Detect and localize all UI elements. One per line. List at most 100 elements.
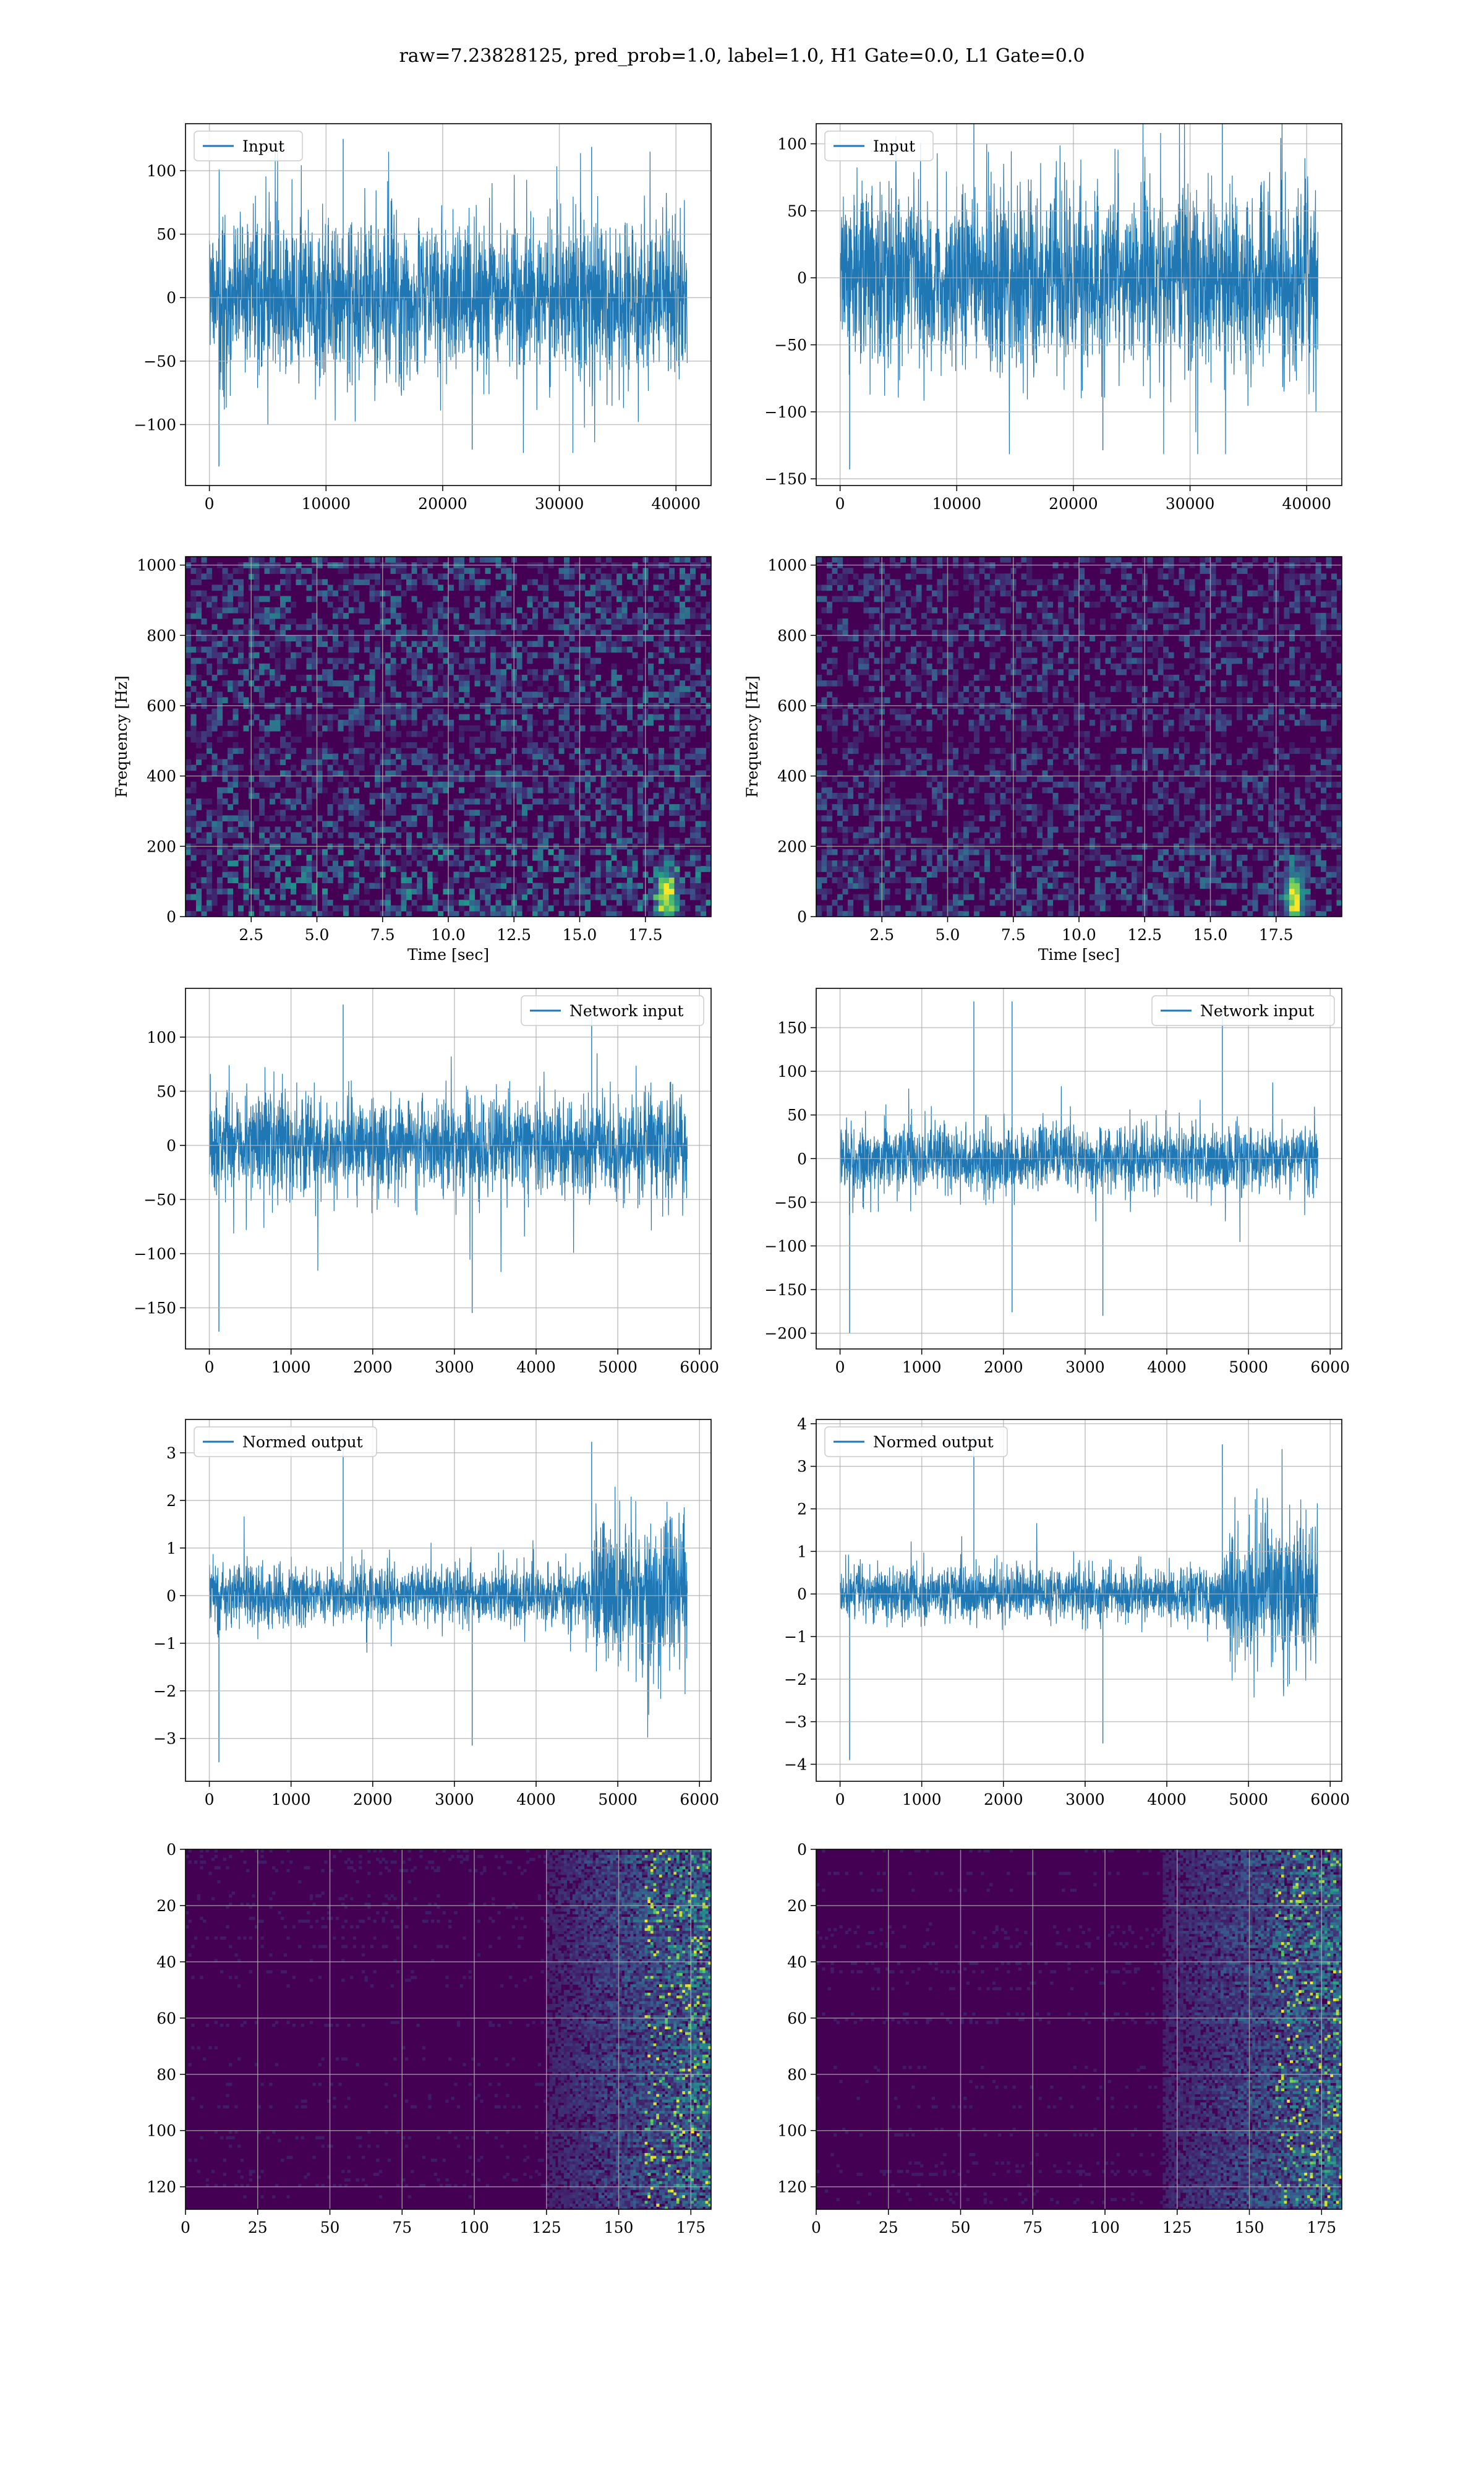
heatmap-cell (1016, 787, 1022, 794)
heatmap-cell (264, 871, 270, 878)
heatmap-cell (1084, 753, 1090, 760)
heatmap-cell (1210, 849, 1216, 855)
heatmap-cell (312, 612, 318, 619)
heatmap-cell (1216, 725, 1222, 732)
heatmap-cell (495, 764, 501, 771)
heatmap-cell (259, 691, 265, 698)
x-tick-label: 0 (835, 495, 845, 513)
heatmap-cell (1336, 832, 1342, 839)
heatmap-cell (1300, 837, 1306, 844)
heatmap-cell (196, 612, 202, 619)
heatmap-cell (616, 871, 623, 878)
heatmap-cell (1021, 905, 1027, 912)
heatmap-cell (926, 759, 932, 766)
heatmap-cell (301, 905, 307, 912)
heatmap-cell (432, 877, 438, 884)
heatmap-cell (312, 557, 318, 563)
heatmap-cell (590, 624, 596, 630)
heatmap-cell (543, 607, 549, 614)
heatmap-cell (695, 781, 701, 788)
heatmap-cell (469, 866, 475, 872)
heatmap-cell (595, 624, 602, 630)
heatmap-cell (1294, 860, 1300, 867)
heatmap-cell (1047, 776, 1054, 782)
heatmap-cell (621, 764, 628, 771)
heatmap-cell (611, 674, 617, 681)
heatmap-cell (516, 905, 522, 912)
heatmap-cell (1179, 764, 1185, 771)
heatmap-cell (1105, 894, 1111, 901)
heatmap-cell (595, 877, 602, 884)
heatmap-cell (590, 737, 596, 743)
heatmap-cell (832, 877, 838, 884)
heatmap-cell (1016, 894, 1022, 901)
heatmap-cell (417, 674, 423, 681)
heatmap-cell (863, 877, 869, 884)
heatmap-cell (432, 899, 438, 906)
heatmap-cell (1289, 877, 1295, 884)
heatmap-cell (359, 708, 365, 715)
heatmap-cell (1168, 770, 1174, 777)
heatmap-cell (932, 798, 938, 805)
heatmap-cell (1047, 910, 1054, 917)
heatmap-cell (417, 810, 423, 816)
heatmap-cell (553, 646, 560, 653)
heatmap-cell (569, 646, 575, 653)
heatmap-cell (616, 832, 623, 839)
heatmap-cell (375, 573, 381, 580)
heatmap-cell (706, 714, 711, 721)
heatmap-cell (648, 759, 654, 766)
heatmap-cell (1042, 860, 1048, 867)
heatmap-cell (669, 686, 675, 692)
heatmap-cell (317, 770, 323, 777)
heatmap-cell (464, 899, 470, 906)
heatmap-cell (548, 905, 554, 912)
heatmap-cell (1210, 759, 1216, 766)
heatmap-cell (354, 810, 360, 816)
heatmap-cell (317, 691, 323, 698)
heatmap-cell (1179, 849, 1185, 855)
heatmap-cell (207, 815, 213, 822)
heatmap-cell (989, 810, 996, 816)
heatmap-cell (863, 910, 869, 917)
heatmap-cell (564, 832, 570, 839)
heatmap-cell (1300, 877, 1306, 884)
heatmap-cell (480, 798, 486, 805)
heatmap-cell (574, 646, 581, 653)
heatmap-cell (275, 877, 281, 884)
heatmap-cell (1268, 910, 1274, 917)
heatmap-cell (937, 759, 943, 766)
heatmap-cell (1158, 849, 1164, 855)
heatmap-cell (348, 810, 354, 816)
heatmap-cell (1052, 770, 1059, 777)
heatmap-cell (354, 579, 360, 586)
heatmap-cell (606, 910, 612, 917)
heatmap-cell (674, 669, 680, 675)
heatmap-cell (863, 883, 869, 889)
heatmap-cell (238, 832, 244, 839)
heatmap-cell (663, 646, 670, 653)
heatmap-cell (558, 714, 565, 721)
heatmap-cell (443, 624, 449, 630)
heatmap-cell (390, 719, 396, 726)
heatmap-cell (217, 770, 223, 777)
heatmap-cell (1163, 781, 1169, 788)
heatmap-cell (706, 798, 711, 805)
heatmap-cell (312, 781, 318, 788)
heatmap-cell (238, 669, 244, 675)
heatmap-cell (695, 680, 701, 687)
heatmap-cell (201, 590, 207, 597)
heatmap-cell (674, 883, 680, 889)
heatmap-cell (516, 663, 522, 670)
heatmap-cell (979, 815, 985, 822)
heatmap-cell (259, 798, 265, 805)
heatmap-cell (564, 657, 570, 664)
heatmap-cell (827, 860, 833, 867)
heatmap-cell (1263, 877, 1269, 884)
heatmap-cell (375, 877, 381, 884)
heatmap-cell (506, 759, 512, 766)
heatmap-cell (1252, 894, 1258, 901)
heatmap-cell (574, 607, 581, 614)
heatmap-cell (490, 792, 497, 799)
heatmap-cell (1174, 810, 1180, 816)
